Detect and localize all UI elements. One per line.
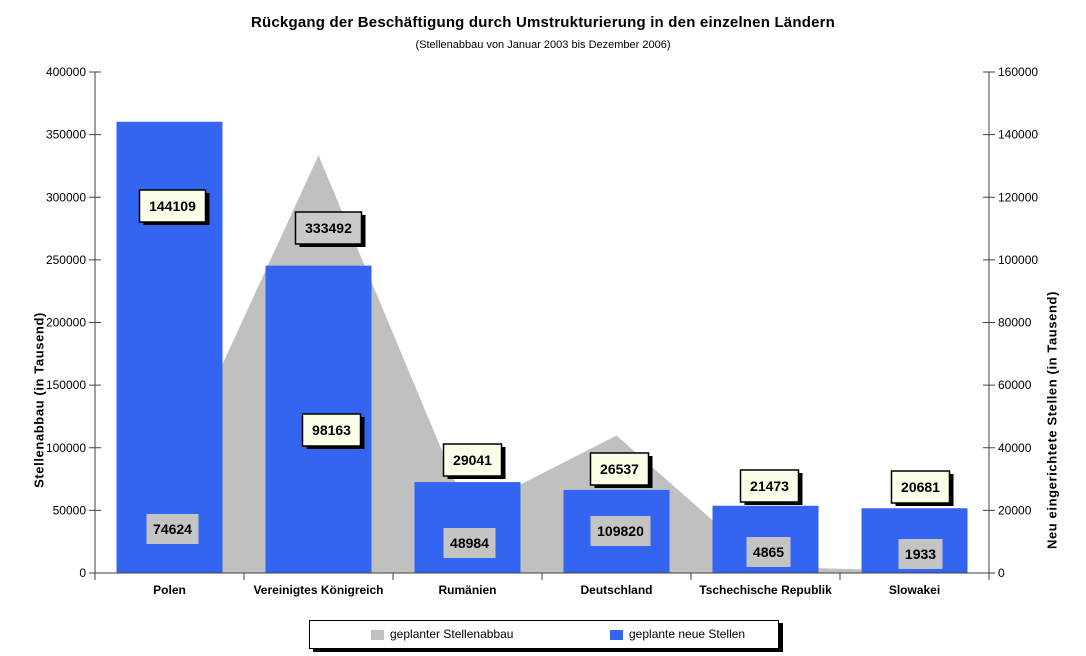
area-data-label-box [746, 537, 791, 567]
left-axis-tick-label: 50000 [53, 503, 87, 517]
category-label: Polen [153, 583, 186, 597]
left-axis-tick-label: 250000 [46, 253, 86, 267]
bar-data-label: 144109 [149, 198, 196, 214]
bar-rumänien [414, 482, 521, 573]
bar-data-label: 20681 [901, 479, 940, 495]
area-data-label-box [898, 539, 943, 569]
area-data-label-box [146, 514, 199, 544]
area-data-label: 109820 [597, 523, 644, 539]
legend-swatch-area-icon [371, 630, 384, 640]
left-axis-tick-label: 400000 [46, 65, 86, 79]
area-data-label-box [294, 211, 363, 245]
category-label: Deutschland [580, 583, 652, 597]
area-data-label: 1933 [905, 546, 936, 562]
category-label: Tschechische Republik [699, 583, 832, 597]
area-data-label: 74624 [153, 521, 192, 537]
right-axis-tick-label: 80000 [998, 316, 1032, 330]
area-data-label: 4865 [753, 544, 784, 560]
category-label: Slowakei [889, 583, 940, 597]
bar-data-label-box [739, 469, 800, 503]
area-data-label: 333492 [305, 220, 352, 236]
left-axis-tick-label: 150000 [46, 378, 86, 392]
bar-data-label-box [301, 413, 362, 447]
right-axis-tick-label: 0 [998, 566, 1005, 580]
legend-swatch-bar-icon [610, 630, 623, 640]
right-axis-tick-label: 120000 [998, 190, 1038, 204]
bar-data-label: 21473 [750, 478, 789, 494]
left-axis-tick-label: 350000 [46, 128, 86, 142]
legend-label-area: geplanter Stellenabbau [390, 627, 514, 641]
category-label: Rumänien [438, 583, 496, 597]
right-axis-tick-label: 140000 [998, 128, 1038, 142]
right-axis-tick-label: 40000 [998, 441, 1032, 455]
bar-data-label-box [442, 443, 503, 477]
bar-data-label-box [138, 189, 207, 223]
bar-data-label: 98163 [312, 422, 351, 438]
right-axis-tick-label: 20000 [998, 503, 1032, 517]
left-axis-tick-label: 100000 [46, 441, 86, 455]
left-axis-tick-label: 0 [79, 566, 86, 580]
area-data-label-box [590, 516, 651, 546]
bar-data-label-box [589, 452, 650, 486]
legend: geplanter Stellenabbau geplante neue Ste… [309, 620, 779, 649]
area-data-label-box [443, 528, 496, 558]
right-axis-tick-label: 160000 [998, 65, 1038, 79]
category-label: Vereinigtes Königreich [253, 583, 383, 597]
chart-title: Rückgang der Beschäftigung durch Umstruk… [250, 14, 836, 31]
right-axis-tick-label: 60000 [998, 378, 1032, 392]
left-axis-tick-label: 300000 [46, 190, 86, 204]
bar-data-label: 29041 [453, 452, 492, 468]
chart-subtitle: (Stellenabbau von Januar 2003 bis Dezemb… [415, 39, 671, 51]
left-axis-tick-label: 200000 [46, 316, 86, 330]
legend-label-bar: geplante neue Stellen [629, 627, 746, 641]
area-data-label: 48984 [450, 535, 489, 551]
bar-data-label-box [890, 470, 951, 504]
right-axis-tick-label: 100000 [998, 253, 1038, 267]
bar-data-label: 26537 [600, 461, 639, 477]
